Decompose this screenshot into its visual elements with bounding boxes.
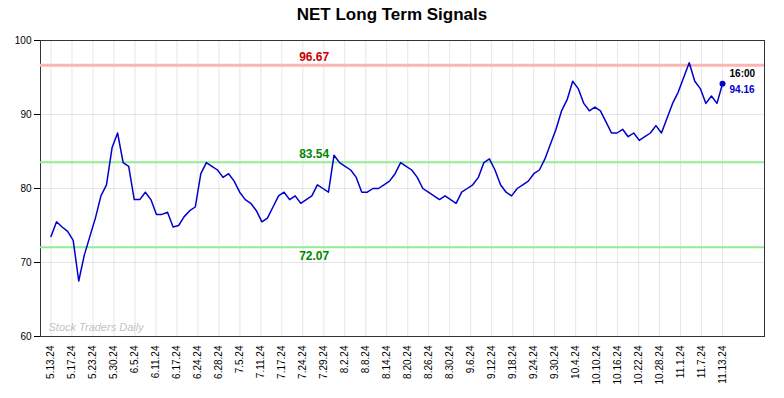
svg-text:7.11.24: 7.11.24: [255, 345, 266, 378]
svg-text:70: 70: [20, 257, 32, 268]
svg-text:11.7.24: 11.7.24: [696, 345, 707, 378]
svg-text:10.16.24: 10.16.24: [612, 345, 623, 384]
svg-text:10.10.24: 10.10.24: [591, 345, 602, 384]
svg-text:8.20.24: 8.20.24: [402, 345, 413, 379]
svg-text:6.11.24: 6.11.24: [150, 345, 161, 378]
svg-text:5.30.24: 5.30.24: [108, 345, 119, 379]
svg-text:16:00: 16:00: [730, 68, 756, 79]
svg-text:10.22.24: 10.22.24: [633, 345, 644, 384]
svg-text:60: 60: [20, 331, 32, 342]
svg-text:10.4.24: 10.4.24: [570, 345, 581, 379]
svg-text:9.30.24: 9.30.24: [549, 345, 560, 379]
svg-text:7.5.24: 7.5.24: [234, 345, 245, 373]
svg-text:8.2.24: 8.2.24: [339, 345, 350, 373]
svg-text:11.1.24: 11.1.24: [675, 345, 686, 378]
svg-text:10.28.24: 10.28.24: [654, 345, 665, 384]
svg-text:80: 80: [20, 183, 32, 194]
svg-text:6.5.24: 6.5.24: [129, 345, 140, 373]
svg-text:9.6.24: 9.6.24: [465, 345, 476, 373]
svg-text:5.23.24: 5.23.24: [87, 345, 98, 379]
svg-text:8.14.24: 8.14.24: [381, 345, 392, 379]
svg-text:7.24.24: 7.24.24: [297, 345, 308, 379]
svg-text:96.67: 96.67: [299, 50, 329, 64]
svg-text:9.18.24: 9.18.24: [507, 345, 518, 379]
svg-text:72.07: 72.07: [299, 249, 329, 263]
svg-text:9.24.24: 9.24.24: [528, 345, 539, 379]
svg-text:90: 90: [20, 109, 32, 120]
svg-text:8.30.24: 8.30.24: [444, 345, 455, 379]
svg-text:6.17.24: 6.17.24: [171, 345, 182, 379]
svg-text:9.12.24: 9.12.24: [486, 345, 497, 379]
svg-text:7.17.24: 7.17.24: [276, 345, 287, 379]
svg-text:100: 100: [15, 35, 32, 46]
svg-text:8.26.24: 8.26.24: [423, 345, 434, 379]
svg-text:5.13.24: 5.13.24: [45, 345, 56, 379]
svg-text:6.28.24: 6.28.24: [213, 345, 224, 379]
svg-text:94.16: 94.16: [730, 84, 755, 95]
svg-text:83.54: 83.54: [299, 147, 329, 161]
svg-text:7.29.24: 7.29.24: [318, 345, 329, 379]
svg-text:11.13.24: 11.13.24: [717, 345, 728, 384]
svg-text:Stock Traders Daily: Stock Traders Daily: [49, 321, 146, 333]
svg-text:5.17.24: 5.17.24: [66, 345, 77, 379]
svg-text:8.8.24: 8.8.24: [360, 345, 371, 373]
svg-text:6.24.24: 6.24.24: [192, 345, 203, 379]
html-text:NET Long Term Signals: NET Long Term Signals: [296, 5, 488, 24]
